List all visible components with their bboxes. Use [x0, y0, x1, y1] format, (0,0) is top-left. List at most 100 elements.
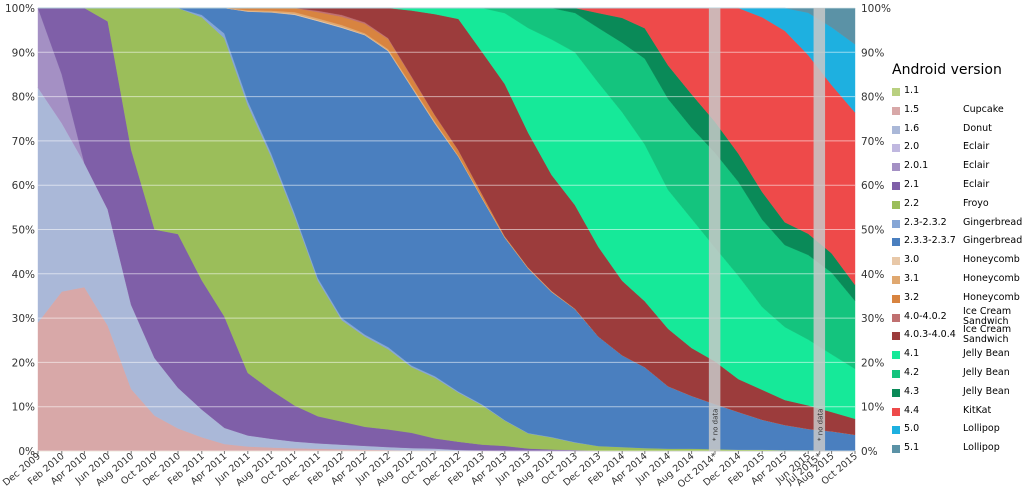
legend-codename: Eclair	[963, 141, 990, 153]
legend-codename: Cupcake	[963, 103, 1004, 115]
legend-swatch	[892, 200, 900, 209]
legend-codename: Eclair	[963, 160, 990, 172]
legend-version: 1.6	[904, 122, 920, 134]
legend-codename: Froyo	[963, 197, 989, 209]
y-tick-label-right: 100%	[861, 3, 891, 15]
legend-swatch	[892, 294, 900, 303]
y-tick-label-right: 30%	[861, 313, 884, 325]
legend-version: 4.0.3-4.0.4	[904, 329, 956, 341]
y-tick-label-right: 60%	[861, 180, 884, 192]
legend-swatch	[892, 125, 900, 134]
y-tick-label-right: 20%	[861, 357, 884, 369]
no-data-label-1: * no data	[712, 409, 720, 441]
legend-item-2-0-1: 2.0.1 Eclair	[892, 159, 1022, 178]
y-tick-label-left: 10%	[12, 402, 35, 414]
legend-version: 3.0	[904, 254, 920, 266]
legend-codename: Gingerbread	[963, 235, 1023, 247]
legend-item-2-3-2-3-2: 2.3-2.3.2 Gingerbread	[892, 216, 1022, 235]
legend-swatch	[892, 219, 900, 228]
legend-swatch	[892, 257, 900, 266]
legend-item-4-3: 4.3 Jelly Bean	[892, 385, 1022, 404]
legend-version: 1.5	[904, 103, 920, 115]
y-tick-label-left: 20%	[12, 357, 35, 369]
no-data-band-2	[813, 8, 826, 451]
legend-codename: Ice Cream Sandwich	[963, 305, 1012, 327]
legend-codename: Honeycomb	[963, 254, 1020, 266]
legend-item-4-0-4-0-2: 4.0-4.0.2 Ice Cream Sandwich	[892, 305, 1022, 329]
legend-codename: Jelly Bean	[963, 366, 1010, 378]
y-tick-label-right: 50%	[861, 225, 884, 237]
legend-item-2-3-3-2-3-7: 2.3.3-2.3.7 Gingerbread	[892, 234, 1022, 253]
y-tick-label-right: 90%	[861, 47, 884, 59]
legend-version: 2.3-2.3.2	[904, 216, 947, 228]
legend-swatch	[892, 369, 900, 378]
y-tick-label-right: 10%	[861, 402, 884, 414]
legend-swatch	[892, 445, 900, 454]
y-tick-label-right: 0%	[861, 446, 878, 458]
legend-version: 4.4	[904, 404, 920, 416]
legend-item-4-2: 4.2 Jelly Bean	[892, 366, 1022, 385]
legend-item-1-1: 1.1	[892, 84, 1022, 103]
legend-version: 5.1	[904, 442, 920, 454]
legend-version: 3.1	[904, 272, 920, 284]
legend-item-4-0-3-4-0-4: 4.0.3-4.0.4 Ice Cream Sandwich	[892, 324, 1022, 347]
y-axis-left: 0% 10% 20% 30% 40% 50% 60% 70% 80% 90% 100%	[5, 3, 35, 458]
legend-version: 3.2	[904, 291, 920, 303]
legend-codename: Donut	[963, 122, 992, 134]
legend-version: 4.3	[904, 385, 920, 397]
legend-codename: Jelly Bean	[963, 385, 1010, 397]
y-tick-label-left: 100%	[5, 3, 35, 15]
legend: Android version 1.1 1.5 Cupcake 1.6 Donut 2.0…	[892, 62, 1022, 460]
legend-swatch	[892, 163, 900, 172]
legend-item-3-1: 3.1 Honeycomb	[892, 272, 1022, 291]
legend-swatch	[892, 144, 900, 153]
legend-codename: Honeycomb	[963, 272, 1020, 284]
no-data-band-1	[708, 8, 721, 451]
legend-title: Android version	[892, 62, 1002, 78]
y-tick-label-left: 60%	[12, 180, 35, 192]
legend-codename: Ice Cream Sandwich	[963, 324, 1012, 346]
legend-swatch	[892, 332, 900, 341]
legend-item-2-1: 2.1 Eclair	[892, 178, 1022, 197]
legend-item-3-2: 3.2 Honeycomb	[892, 291, 1022, 310]
y-axis-right: 0% 10% 20% 30% 40% 50% 60% 70% 80% 90% 100%	[861, 3, 891, 458]
y-tick-label-left: 30%	[12, 313, 35, 325]
legend-codename: Lollipop	[963, 442, 1000, 454]
y-tick-label-right: 80%	[861, 92, 884, 104]
legend-swatch	[892, 275, 900, 284]
y-tick-label-left: 0%	[18, 446, 35, 458]
legend-version: 2.3.3-2.3.7	[904, 235, 956, 247]
y-tick-label-left: 50%	[12, 225, 35, 237]
legend-swatch	[892, 181, 900, 190]
legend-version: 5.0	[904, 423, 920, 435]
legend-swatch	[892, 351, 900, 360]
no-data-bands: * no data * no data	[708, 8, 826, 451]
legend-item-3-0: 3.0 Honeycomb	[892, 253, 1022, 272]
legend-codename: Lollipop	[963, 423, 1000, 435]
legend-item-4-4: 4.4 KitKat	[892, 404, 1022, 423]
legend-item-1-5: 1.5 Cupcake	[892, 103, 1022, 122]
legend-swatch	[892, 88, 900, 96]
legend-codename: KitKat	[963, 404, 992, 416]
legend-version: 2.1	[904, 178, 920, 190]
legend-version: 2.0	[904, 141, 920, 153]
legend-item-5-0: 5.0 Lollipop	[892, 422, 1022, 441]
legend-swatch	[892, 388, 900, 397]
legend-codename: Jelly Bean	[963, 348, 1010, 360]
legend-codename: Gingerbread	[963, 216, 1023, 228]
legend-rows: 1.1 1.5 Cupcake 1.6 Donut 2.0 Eclair 2.0.1 Eclai…	[892, 84, 1022, 460]
legend-swatch	[892, 426, 900, 435]
no-data-label-2: * no data	[816, 409, 824, 441]
legend-version: 2.0.1	[904, 160, 929, 172]
legend-version: 1.1	[904, 85, 920, 96]
legend-version: 2.2	[904, 197, 920, 209]
legend-swatch	[892, 313, 900, 322]
y-tick-label-left: 70%	[12, 136, 35, 148]
legend-item-2-2: 2.2 Froyo	[892, 197, 1022, 216]
y-tick-label-right: 40%	[861, 269, 884, 281]
legend-swatch	[892, 407, 900, 416]
legend-codename: Honeycomb	[963, 291, 1020, 303]
